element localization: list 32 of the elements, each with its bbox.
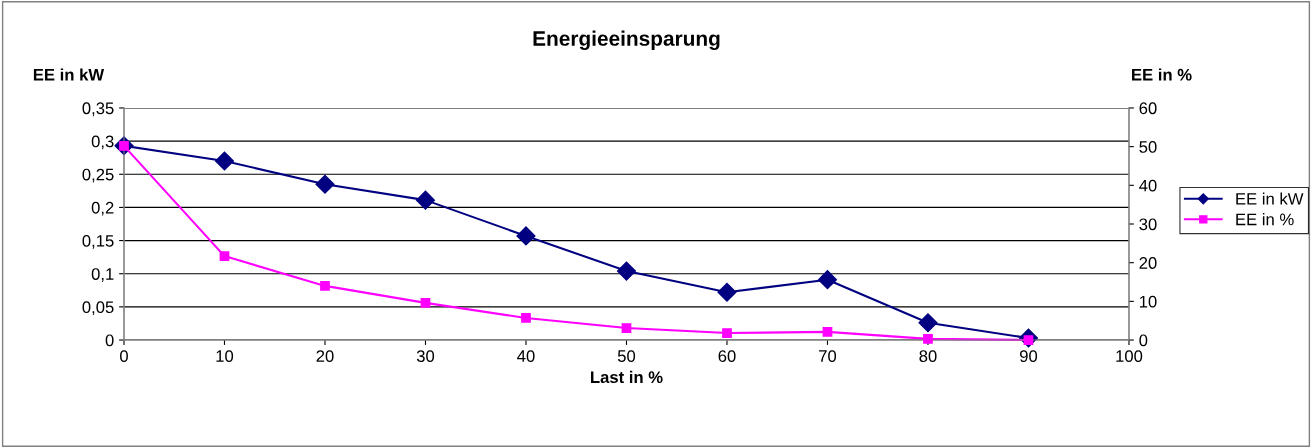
x-tick-label: 90 xyxy=(1019,350,1038,362)
y-axis-title: EE in kW xyxy=(33,68,105,81)
x-tick-label: 10 xyxy=(216,350,234,362)
y-tick-label: 0,3 xyxy=(91,135,114,150)
legend-label: EE in % xyxy=(1236,213,1294,226)
y-tick-label: 0,35 xyxy=(82,102,114,117)
chart-title: Energieeinsparung xyxy=(533,30,720,51)
x-tick-label: 0 xyxy=(120,350,128,362)
y2-tick-label: 0 xyxy=(1139,334,1148,347)
y2-tick-label: 50 xyxy=(1139,141,1157,153)
y2-tick-label: 60 xyxy=(1139,102,1157,115)
x-tick-label: 60 xyxy=(718,350,736,362)
x-axis-title: Last in % xyxy=(591,370,663,384)
x-tick-label: 20 xyxy=(316,350,334,362)
y-tick-label: 0,1 xyxy=(91,268,114,282)
y2-tick-label: 10 xyxy=(1139,295,1157,308)
y-tick-label: 0,15 xyxy=(82,234,114,249)
x-tick-label: 80 xyxy=(919,350,937,362)
y-tick-label: 0,25 xyxy=(82,168,114,183)
x-tick-label: 100 xyxy=(1116,350,1143,362)
y-tick-label: 0,05 xyxy=(82,301,114,316)
legend-label: EE in kW xyxy=(1236,192,1304,205)
x-tick-label: 40 xyxy=(517,350,535,362)
y2-tick-label: 30 xyxy=(1139,218,1157,231)
x-tick-label: 50 xyxy=(617,350,636,362)
y-tick-label: 0,2 xyxy=(91,201,114,216)
y2-tick-label: 20 xyxy=(1139,257,1157,269)
x-tick-label: 70 xyxy=(819,350,837,362)
y-tick-label: 0 xyxy=(105,334,114,347)
x-tick-label: 30 xyxy=(416,350,435,362)
y2-axis-title: EE in % xyxy=(1132,68,1192,81)
y2-tick-label: 40 xyxy=(1139,179,1157,192)
